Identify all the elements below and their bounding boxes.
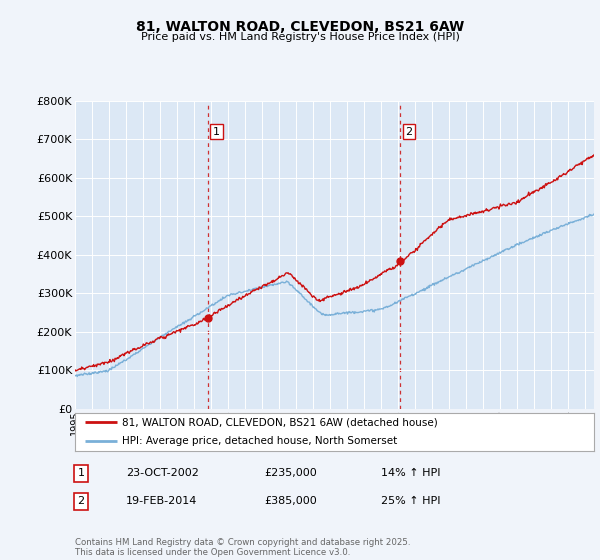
Text: 1: 1	[77, 468, 85, 478]
Text: 19-FEB-2014: 19-FEB-2014	[126, 496, 197, 506]
Text: Price paid vs. HM Land Registry's House Price Index (HPI): Price paid vs. HM Land Registry's House …	[140, 32, 460, 43]
Text: £385,000: £385,000	[264, 496, 317, 506]
Text: 23-OCT-2002: 23-OCT-2002	[126, 468, 199, 478]
Text: 1: 1	[213, 127, 220, 137]
Text: 2: 2	[77, 496, 85, 506]
Text: 14% ↑ HPI: 14% ↑ HPI	[381, 468, 440, 478]
Text: Contains HM Land Registry data © Crown copyright and database right 2025.
This d: Contains HM Land Registry data © Crown c…	[75, 538, 410, 557]
Text: 81, WALTON ROAD, CLEVEDON, BS21 6AW: 81, WALTON ROAD, CLEVEDON, BS21 6AW	[136, 20, 464, 34]
Text: £235,000: £235,000	[264, 468, 317, 478]
Text: 25% ↑ HPI: 25% ↑ HPI	[381, 496, 440, 506]
Text: 81, WALTON ROAD, CLEVEDON, BS21 6AW (detached house): 81, WALTON ROAD, CLEVEDON, BS21 6AW (det…	[122, 417, 437, 427]
Text: HPI: Average price, detached house, North Somerset: HPI: Average price, detached house, Nort…	[122, 436, 397, 446]
Text: 2: 2	[406, 127, 413, 137]
